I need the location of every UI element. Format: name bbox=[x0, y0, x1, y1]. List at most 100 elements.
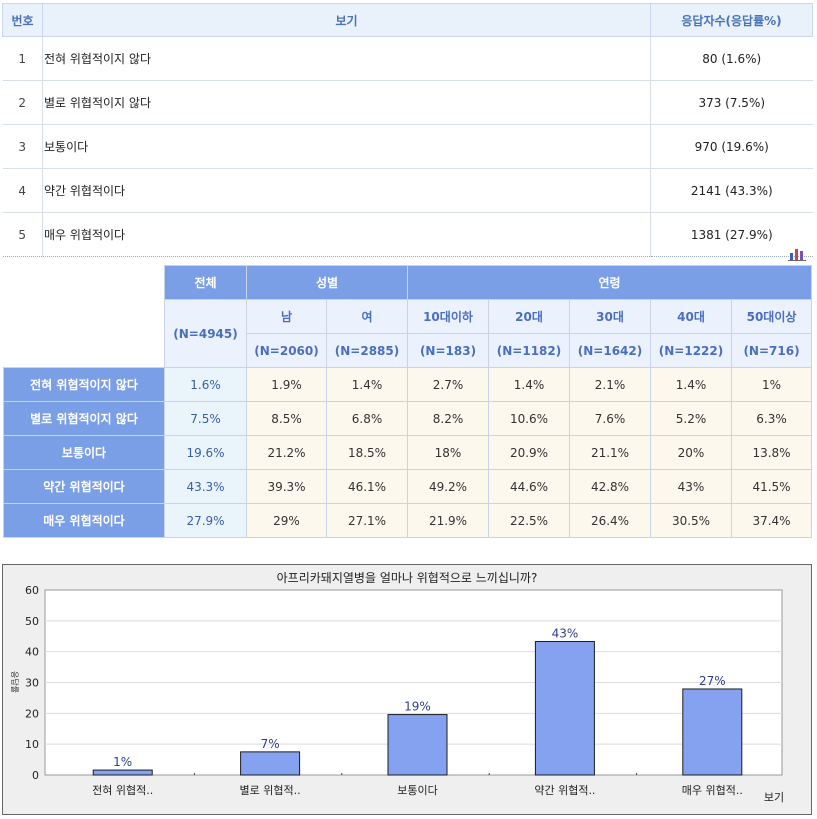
bar bbox=[240, 751, 301, 776]
answer-table-header: 번호 보기 응답자수(응답률%) bbox=[2, 3, 813, 37]
value-cell: 1.4% bbox=[326, 367, 408, 402]
y-tick-label: 50 bbox=[25, 615, 39, 628]
y-tick-label: 60 bbox=[25, 584, 39, 597]
row-number: 4 bbox=[2, 168, 43, 213]
row-header: 약간 위협적이다 bbox=[3, 469, 165, 504]
group-n: (N=1182) bbox=[488, 333, 570, 368]
value-cell: 21.2% bbox=[246, 435, 327, 470]
value-cell: 6.8% bbox=[326, 401, 408, 436]
y-tick-label: 0 bbox=[32, 769, 39, 782]
row-number: 5 bbox=[2, 212, 43, 257]
value-cell: 21.1% bbox=[569, 435, 651, 470]
bar bbox=[387, 714, 448, 776]
value-cell: 30.5% bbox=[650, 503, 732, 538]
row-option-label: 보통이다 bbox=[42, 124, 651, 169]
bar-chart-icon[interactable] bbox=[788, 247, 806, 261]
value-cell: 18% bbox=[407, 435, 489, 470]
value-cell: 44.6% bbox=[488, 469, 570, 504]
value-cell: 26.4% bbox=[569, 503, 651, 538]
data-label: 43% bbox=[552, 626, 579, 640]
group-n: (N=1642) bbox=[569, 333, 651, 368]
header-response: 응답자수(응답률%) bbox=[650, 3, 813, 37]
value-cell: 22.5% bbox=[488, 503, 570, 538]
x-tick-label: 보통이다 bbox=[397, 784, 437, 797]
value-cell: 8.5% bbox=[246, 401, 327, 436]
y-ticks: 0 10 20 30 40 50 60 bbox=[25, 584, 39, 782]
y-tick-label: 10 bbox=[25, 738, 39, 751]
table-row: 5 매우 위협적이다 1381 (27.9%) bbox=[2, 212, 813, 257]
header-gender: 성별 bbox=[246, 265, 408, 300]
value-cell: 29% bbox=[246, 503, 327, 538]
group-n: (N=1222) bbox=[650, 333, 732, 368]
total-cell: 27.9% bbox=[164, 503, 247, 538]
x-tick-label: 전혀 위협적.. bbox=[92, 784, 153, 797]
total-n: (N=4945) bbox=[164, 299, 247, 368]
table-row: 3 보통이다 970 (19.6%) bbox=[2, 124, 813, 169]
y-axis-title: 응답률 bbox=[10, 671, 20, 693]
value-cell: 42.8% bbox=[569, 469, 651, 504]
value-cell: 10.6% bbox=[488, 401, 570, 436]
value-cell: 6.3% bbox=[730, 401, 813, 436]
cross-table-row: 약간 위협적이다 43.3% 39.3% 46.1% 49.2% 44.6% 42.8% 43… bbox=[3, 469, 813, 504]
value-cell: 21.9% bbox=[407, 503, 489, 538]
row-option-label: 매우 위협적이다 bbox=[42, 212, 651, 257]
group-label: 40대 bbox=[650, 299, 732, 334]
group-n: (N=2060) bbox=[246, 333, 327, 368]
total-cell: 1.6% bbox=[164, 367, 247, 402]
value-cell: 13.8% bbox=[730, 435, 813, 470]
value-cell: 37.4% bbox=[730, 503, 813, 538]
row-number: 1 bbox=[2, 36, 43, 81]
header-age: 연령 bbox=[406, 265, 813, 300]
cross-table-row: 보통이다 19.6% 21.2% 18.5% 18% 20.9% 21.1% 20% 13.8% bbox=[3, 435, 813, 470]
table-row: 4 약간 위협적이다 2141 (43.3%) bbox=[2, 168, 813, 213]
grid-lines bbox=[45, 620, 782, 775]
x-tick-label: 별로 위협적.. bbox=[240, 784, 301, 797]
header-total: 전체 bbox=[164, 265, 247, 300]
chart-title: 아프리카돼지열병을 얼마나 위협적으로 느끼십니까? bbox=[277, 571, 538, 585]
y-tick-label: 40 bbox=[25, 646, 39, 659]
x-tick-label: 약간 위협적.. bbox=[534, 783, 595, 797]
row-response: 2141 (43.3%) bbox=[650, 168, 813, 213]
value-cell: 1.9% bbox=[246, 367, 327, 402]
bar-chart: 아프리카돼지열병을 얼마나 위협적으로 느끼십니까? 0 10 20 30 40 50 60… bbox=[2, 564, 812, 815]
cross-table-row: 전혀 위협적이지 않다 1.6% 1.9% 1.4% 2.7% 1.4% 2.1% 1.4% 1… bbox=[3, 367, 813, 402]
table-row: 1 전혀 위협적이지 않다 80 (1.6%) bbox=[2, 36, 813, 81]
data-label: 1% bbox=[113, 755, 132, 769]
bar bbox=[92, 769, 153, 776]
cross-table: 전체 성별 연령 (N=4945) 남 여 10대이하 20대 30대 40대 … bbox=[3, 265, 813, 538]
answer-table: 번호 보기 응답자수(응답률%) 1 전혀 위협적이지 않다 80 (1.6%)… bbox=[2, 3, 813, 257]
row-option-label: 전혀 위협적이지 않다 bbox=[42, 36, 651, 81]
row-number: 2 bbox=[2, 80, 43, 125]
y-tick-label: 20 bbox=[25, 707, 39, 720]
row-header: 매우 위협적이다 bbox=[3, 503, 165, 538]
header-option: 보기 bbox=[42, 3, 651, 37]
total-cell: 19.6% bbox=[164, 435, 247, 470]
value-cell: 18.5% bbox=[326, 435, 408, 470]
group-label: 남 bbox=[246, 299, 327, 334]
table-row: 2 별로 위협적이지 않다 373 (7.5%) bbox=[2, 80, 813, 125]
value-cell: 8.2% bbox=[407, 401, 489, 436]
group-label: 30대 bbox=[569, 299, 651, 334]
value-cell: 2.1% bbox=[569, 367, 651, 402]
row-number: 3 bbox=[2, 124, 43, 169]
header-number: 번호 bbox=[2, 3, 43, 37]
data-label: 27% bbox=[699, 674, 726, 688]
value-cell: 20.9% bbox=[488, 435, 570, 470]
row-header: 보통이다 bbox=[3, 435, 165, 470]
value-cell: 5.2% bbox=[650, 401, 732, 436]
x-tick-label: 매우 위협적.. bbox=[682, 784, 743, 797]
value-cell: 1% bbox=[730, 367, 813, 402]
group-n: (N=2885) bbox=[326, 333, 408, 368]
value-cell: 43% bbox=[650, 469, 732, 504]
bar bbox=[682, 688, 743, 776]
value-cell: 27.1% bbox=[326, 503, 408, 538]
group-n: (N=183) bbox=[407, 333, 489, 368]
group-n: (N=716) bbox=[730, 333, 813, 368]
row-response: 80 (1.6%) bbox=[650, 36, 813, 81]
value-cell: 2.7% bbox=[407, 367, 489, 402]
value-cell: 39.3% bbox=[246, 469, 327, 504]
cross-table-row: 별로 위협적이지 않다 7.5% 8.5% 6.8% 8.2% 10.6% 7.6% 5.2%… bbox=[3, 401, 813, 436]
data-label: 7% bbox=[261, 737, 280, 751]
row-option-label: 별로 위협적이지 않다 bbox=[42, 80, 651, 125]
total-cell: 43.3% bbox=[164, 469, 247, 504]
